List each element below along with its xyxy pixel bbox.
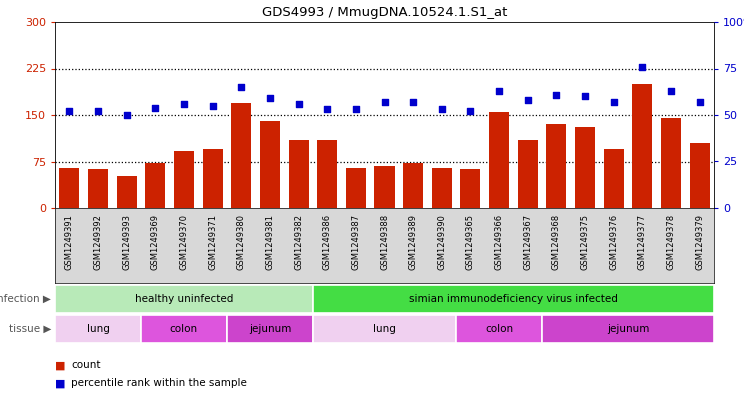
Text: jejunum: jejunum xyxy=(607,324,650,334)
Bar xyxy=(174,151,194,208)
Bar xyxy=(227,315,313,343)
Point xyxy=(379,99,391,105)
Title: GDS4993 / MmugDNA.10524.1.S1_at: GDS4993 / MmugDNA.10524.1.S1_at xyxy=(262,6,507,19)
Text: GSM1249381: GSM1249381 xyxy=(266,214,275,270)
Text: GSM1249365: GSM1249365 xyxy=(466,214,475,270)
Bar xyxy=(313,285,714,313)
Point xyxy=(235,84,247,90)
Point xyxy=(321,106,333,112)
Bar xyxy=(317,140,337,208)
Bar xyxy=(55,315,141,343)
Text: GSM1249377: GSM1249377 xyxy=(638,214,647,270)
Point xyxy=(636,64,648,70)
Bar xyxy=(403,163,423,208)
Bar xyxy=(55,285,313,313)
Bar xyxy=(632,84,652,208)
Point xyxy=(665,88,677,94)
Text: GSM1249388: GSM1249388 xyxy=(380,214,389,270)
Text: GSM1249378: GSM1249378 xyxy=(667,214,676,270)
Point xyxy=(292,101,304,107)
Text: GSM1249366: GSM1249366 xyxy=(495,214,504,270)
Bar xyxy=(60,168,80,208)
Text: GSM1249387: GSM1249387 xyxy=(351,214,360,270)
Bar xyxy=(661,118,681,208)
Text: count: count xyxy=(71,360,101,371)
Bar xyxy=(145,163,165,208)
Text: colon: colon xyxy=(170,324,198,334)
Text: GSM1249376: GSM1249376 xyxy=(609,214,618,270)
Point xyxy=(407,99,419,105)
Point xyxy=(579,93,591,99)
Bar xyxy=(260,121,280,208)
Point xyxy=(121,112,132,118)
Bar xyxy=(432,168,452,208)
Text: jejunum: jejunum xyxy=(248,324,291,334)
Point xyxy=(608,99,620,105)
Text: GSM1249392: GSM1249392 xyxy=(94,214,103,270)
Bar xyxy=(489,112,509,208)
Bar xyxy=(141,315,227,343)
Text: healthy uninfected: healthy uninfected xyxy=(135,294,233,304)
Text: lung: lung xyxy=(373,324,396,334)
Point xyxy=(493,88,505,94)
Bar xyxy=(690,143,710,208)
Bar xyxy=(603,149,623,208)
Point xyxy=(693,99,705,105)
Text: GSM1249382: GSM1249382 xyxy=(294,214,303,270)
Point xyxy=(464,108,476,114)
Text: GSM1249393: GSM1249393 xyxy=(122,214,131,270)
Point xyxy=(63,108,75,114)
Text: GSM1249389: GSM1249389 xyxy=(408,214,417,270)
Bar xyxy=(456,315,542,343)
Point xyxy=(264,95,276,101)
Bar xyxy=(346,168,366,208)
Text: GSM1249386: GSM1249386 xyxy=(323,214,332,270)
Text: GSM1249379: GSM1249379 xyxy=(695,214,704,270)
Point xyxy=(551,92,562,98)
Text: ■: ■ xyxy=(55,378,65,388)
Text: colon: colon xyxy=(485,324,513,334)
Text: lung: lung xyxy=(86,324,109,334)
Point xyxy=(178,101,190,107)
Point xyxy=(350,106,362,112)
Bar xyxy=(461,169,481,208)
Point xyxy=(207,103,219,109)
Bar xyxy=(313,315,456,343)
Bar xyxy=(289,140,309,208)
Text: GSM1249375: GSM1249375 xyxy=(580,214,589,270)
Text: GSM1249390: GSM1249390 xyxy=(437,214,446,270)
Point xyxy=(92,108,104,114)
Bar xyxy=(542,315,714,343)
Text: infection ▶: infection ▶ xyxy=(0,294,51,304)
Text: GSM1249369: GSM1249369 xyxy=(151,214,160,270)
Text: GSM1249391: GSM1249391 xyxy=(65,214,74,270)
Bar xyxy=(575,127,595,208)
Point xyxy=(436,106,448,112)
Bar xyxy=(374,166,394,208)
Text: GSM1249367: GSM1249367 xyxy=(523,214,532,270)
Bar xyxy=(117,176,137,208)
Text: GSM1249368: GSM1249368 xyxy=(552,214,561,270)
Text: ■: ■ xyxy=(55,360,65,371)
Bar xyxy=(88,169,108,208)
Text: tissue ▶: tissue ▶ xyxy=(9,324,51,334)
Text: simian immunodeficiency virus infected: simian immunodeficiency virus infected xyxy=(409,294,618,304)
Text: GSM1249380: GSM1249380 xyxy=(237,214,246,270)
Text: GSM1249371: GSM1249371 xyxy=(208,214,217,270)
Point xyxy=(522,97,533,103)
Text: percentile rank within the sample: percentile rank within the sample xyxy=(71,378,247,388)
Bar xyxy=(546,124,566,208)
Bar xyxy=(231,103,251,208)
Text: GSM1249370: GSM1249370 xyxy=(179,214,188,270)
Bar xyxy=(202,149,222,208)
Bar xyxy=(518,140,538,208)
Point xyxy=(150,105,161,111)
